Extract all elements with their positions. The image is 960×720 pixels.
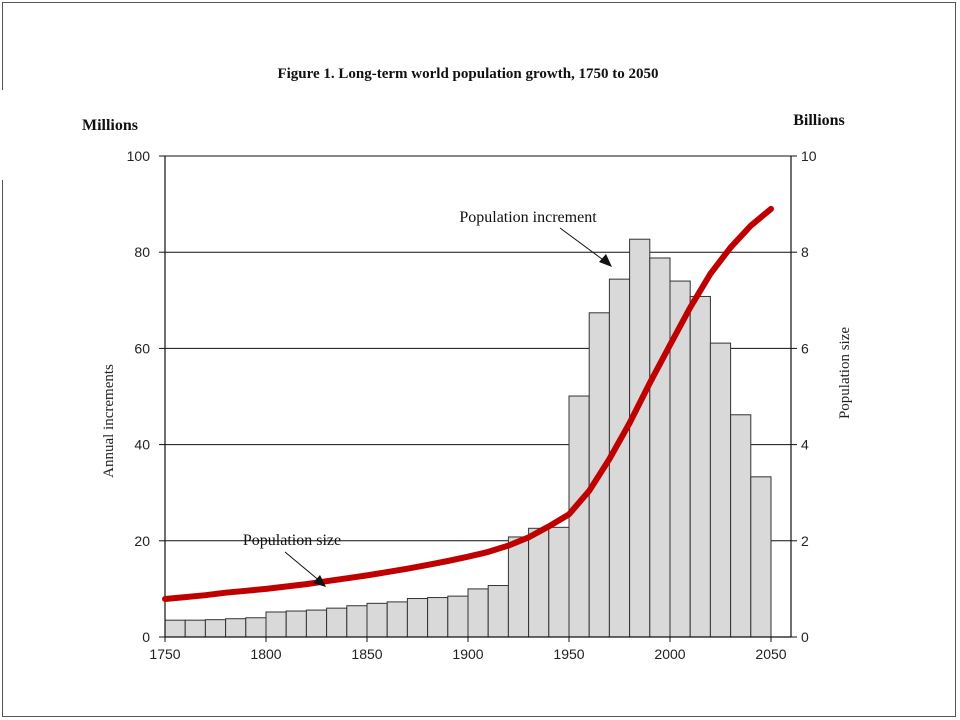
bar-1850 bbox=[366, 602, 388, 638]
y-tick-label-100: 100 bbox=[127, 148, 151, 164]
y2-tick-label-4: 4 bbox=[801, 437, 809, 453]
bar-1840 bbox=[346, 605, 368, 638]
y-tick-label-0: 0 bbox=[142, 629, 150, 645]
bar-1790 bbox=[245, 617, 267, 638]
series-line-population-size bbox=[162, 205, 774, 602]
x-tick-label-1800: 1800 bbox=[250, 646, 281, 662]
x-tick-label-1900: 1900 bbox=[452, 646, 483, 662]
annotations: Population increment Population size bbox=[243, 209, 612, 587]
y2-axis-title: Population size bbox=[837, 327, 853, 419]
bar-1760 bbox=[184, 619, 206, 638]
bar-2010 bbox=[689, 295, 711, 638]
bar-1950 bbox=[568, 395, 590, 638]
y-tick-label-80: 80 bbox=[134, 244, 150, 260]
x-tick-labels: 1750 1800 1850 1900 1950 2000 2050 bbox=[149, 646, 786, 662]
y2-tick-labels: 0 2 4 6 8 10 bbox=[801, 148, 817, 645]
annotation-population-size: Population size bbox=[243, 532, 341, 549]
bar-1980 bbox=[629, 238, 651, 638]
bar-2040 bbox=[750, 476, 772, 638]
bar-2030 bbox=[730, 414, 752, 638]
bar-1930 bbox=[528, 527, 550, 638]
bar-1780 bbox=[225, 618, 247, 638]
annotation-size-arrow-line bbox=[284, 551, 322, 583]
bar-1830 bbox=[326, 607, 348, 638]
bar-1940 bbox=[548, 526, 570, 638]
x-tick-label-2050: 2050 bbox=[755, 646, 786, 662]
y2-tick-label-6: 6 bbox=[801, 340, 809, 356]
annotation-increment-arrow-head bbox=[599, 254, 612, 267]
bar-1910 bbox=[487, 585, 509, 638]
bar-1920 bbox=[507, 536, 530, 638]
y2-tick-label-2: 2 bbox=[801, 533, 809, 549]
y-tick-label-60: 60 bbox=[134, 340, 150, 356]
right-unit-label: Billions bbox=[793, 112, 845, 129]
page-background bbox=[0, 90, 45, 180]
y-tick-label-20: 20 bbox=[134, 533, 150, 549]
left-unit-label: Millions bbox=[82, 117, 138, 134]
bar-1770 bbox=[204, 619, 227, 638]
annotation-population-increment: Population increment bbox=[459, 209, 597, 226]
axes bbox=[159, 155, 797, 642]
y-axis-title: Annual increments bbox=[101, 364, 117, 478]
bar-1800 bbox=[265, 611, 287, 638]
bar-1990 bbox=[649, 257, 671, 638]
bars bbox=[164, 238, 772, 638]
bar-1900 bbox=[467, 588, 489, 638]
x-tick-label-1750: 1750 bbox=[149, 646, 180, 662]
y-tick-labels: 0 20 40 60 80 100 bbox=[127, 148, 151, 645]
bar-1810 bbox=[285, 610, 307, 638]
annotation-size-arrow-head bbox=[313, 575, 326, 587]
bar-2020 bbox=[709, 342, 732, 638]
y2-tick-label-8: 8 bbox=[801, 244, 809, 260]
y-tick-label-40: 40 bbox=[134, 437, 150, 453]
y2-tick-label-10: 10 bbox=[801, 148, 817, 164]
bar-1820 bbox=[305, 609, 328, 638]
x-tick-label-1950: 1950 bbox=[553, 646, 584, 662]
x-tick-label-2000: 2000 bbox=[654, 646, 685, 662]
bar-1860 bbox=[386, 601, 408, 638]
x-tick-label-1850: 1850 bbox=[351, 646, 382, 662]
chart-title: Figure 1. Long-term world population gro… bbox=[277, 66, 658, 82]
bar-1890 bbox=[447, 595, 469, 638]
bar-1750 bbox=[164, 619, 186, 638]
bar-1880 bbox=[427, 597, 449, 638]
bar-1870 bbox=[406, 598, 429, 638]
annotation-increment-arrow-line bbox=[559, 227, 607, 263]
y2-tick-label-0: 0 bbox=[801, 629, 809, 645]
